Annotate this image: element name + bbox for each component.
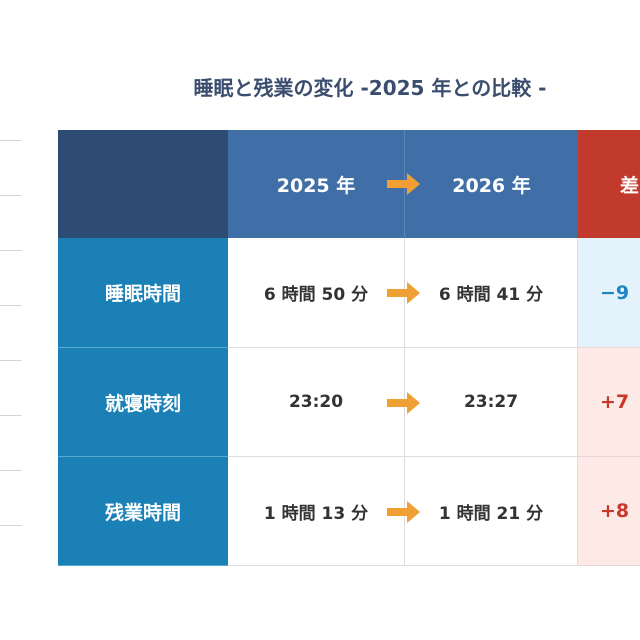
value-cell: 6 時間 50 分	[228, 238, 405, 348]
title: 睡眠と残業の変化 -2025 年との比較 -	[193, 76, 547, 100]
side-line	[0, 305, 22, 306]
row-label: 睡眠時間	[58, 238, 228, 348]
arrow	[387, 282, 420, 304]
side-line	[0, 525, 22, 526]
header-cell: 差	[578, 130, 640, 238]
row-label: 残業時間	[58, 457, 228, 566]
side-line	[0, 415, 22, 416]
arrow	[387, 391, 420, 414]
side-line	[0, 470, 22, 471]
arrow	[387, 500, 420, 523]
value-cell: 6 時間 41 分	[405, 238, 578, 348]
side-line	[0, 140, 22, 141]
value-cell: 1 時間 13 分	[228, 457, 405, 566]
diff-cell: +8	[578, 457, 640, 566]
diff-cell: +7	[578, 348, 640, 457]
header-cell: 2026 年	[405, 130, 578, 238]
diff-cell: −9	[578, 238, 640, 348]
header-cell: 2025 年	[228, 130, 405, 238]
side-line	[0, 250, 22, 251]
arrow	[387, 173, 420, 195]
value-cell: 23:27	[405, 348, 578, 457]
side-line	[0, 195, 22, 196]
value-cell: 1 時間 21 分	[405, 457, 578, 566]
header-blank	[58, 130, 228, 238]
row-label: 就寝時刻	[58, 348, 228, 457]
value-cell: 23:20	[228, 348, 405, 457]
side-line	[0, 360, 22, 361]
